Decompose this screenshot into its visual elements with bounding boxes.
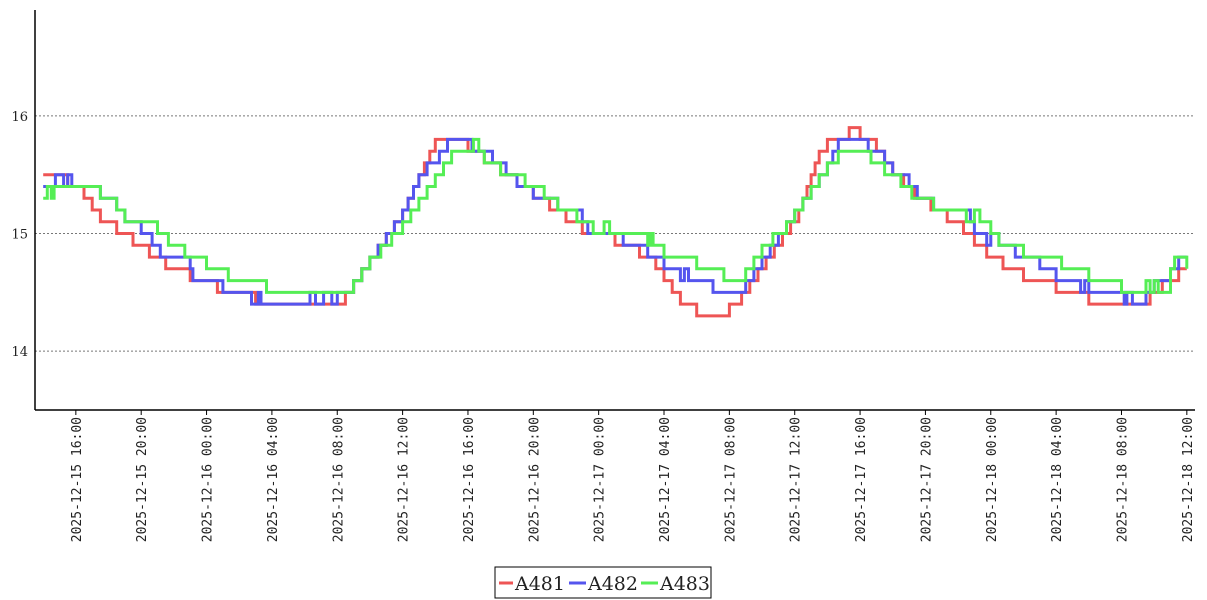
x-tick-label-7: 2025-12-16 20:00 — [527, 417, 542, 542]
y-tick-label-14: 14 — [11, 345, 28, 360]
series-line-a482 — [43, 137, 1187, 306]
x-tick-label-14: 2025-12-18 00:00 — [985, 417, 1000, 542]
x-tick-label-3: 2025-12-16 04:00 — [266, 417, 281, 542]
x-tick-label-1: 2025-12-15 20:00 — [135, 417, 150, 542]
x-tick-label-2: 2025-12-16 00:00 — [201, 417, 216, 542]
legend-label-a482: A482 — [587, 573, 638, 595]
series-line-a483 — [43, 137, 1189, 294]
x-tick-label-10: 2025-12-17 08:00 — [723, 417, 738, 542]
x-tick-label-0: 2025-12-15 16:00 — [70, 417, 85, 542]
x-tick-label-15: 2025-12-18 04:00 — [1050, 417, 1065, 542]
x-tick-label-6: 2025-12-16 16:00 — [462, 417, 477, 542]
x-tick-label-12: 2025-12-17 16:00 — [854, 417, 869, 542]
series-lines — [43, 126, 1189, 318]
x-tick-label-9: 2025-12-17 04:00 — [658, 417, 673, 542]
y-tick-label-15: 15 — [11, 228, 28, 243]
x-tick-label-11: 2025-12-17 12:00 — [789, 417, 804, 542]
x-tick-label-5: 2025-12-16 12:00 — [397, 417, 412, 542]
x-tick-labels: 2025-12-15 16:00 2025-12-15 20:00 2025-12-… — [70, 410, 1196, 542]
x-tick-label-17: 2025-12-18 12:00 — [1181, 417, 1196, 542]
legend: A481 A482 A483 — [494, 566, 712, 599]
y-tick-labels: 14 15 16 — [11, 110, 28, 360]
series-line-a481 — [43, 126, 1187, 318]
axes — [34, 10, 1195, 411]
x-tick-label-13: 2025-12-17 20:00 — [919, 417, 934, 542]
legend-label-a483: A483 — [659, 573, 710, 595]
legend-label-a481: A481 — [514, 573, 565, 595]
legend-box — [494, 566, 712, 599]
x-tick-label-16: 2025-12-18 08:00 — [1115, 417, 1130, 542]
x-tick-label-4: 2025-12-16 08:00 — [331, 417, 346, 542]
x-tick-label-8: 2025-12-17 00:00 — [593, 417, 608, 542]
y-tick-label-16: 16 — [11, 110, 28, 125]
